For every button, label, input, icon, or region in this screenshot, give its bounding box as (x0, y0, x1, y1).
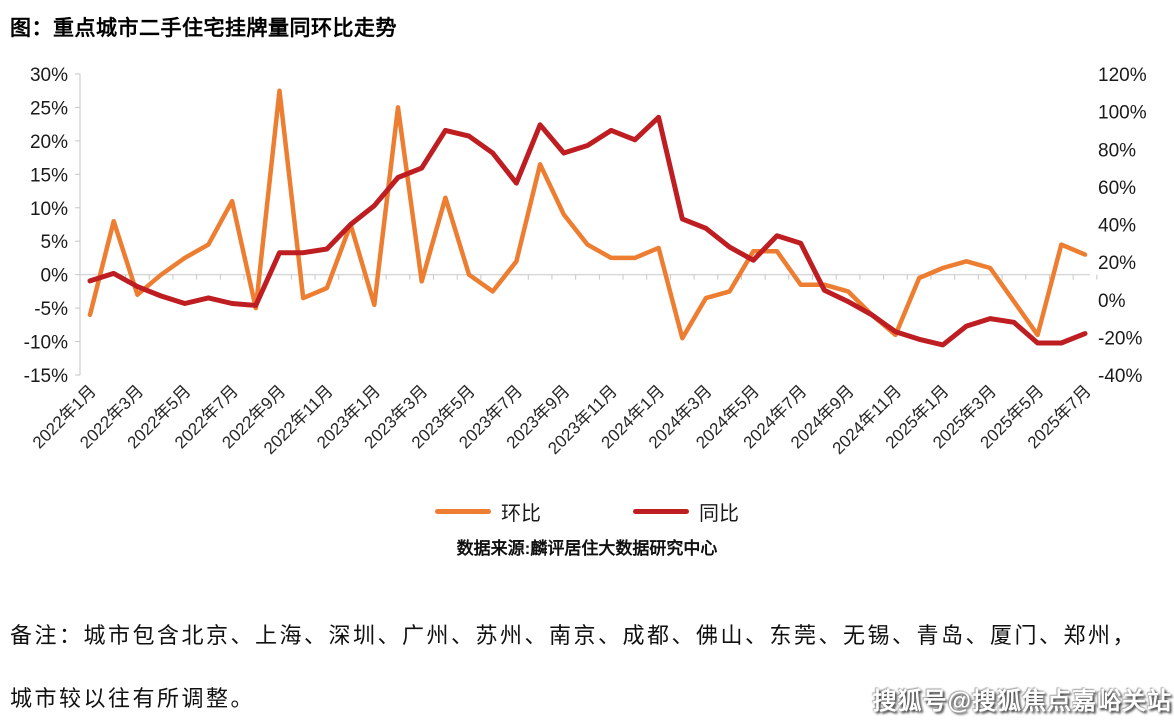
series-line-mom (87, 88, 1088, 341)
chart-legend: 环比 同比 (0, 497, 1174, 526)
y-left-tick-label: 0% (41, 266, 69, 287)
zero-gridline (80, 273, 1098, 280)
line-chart: 30% 25% 20% 15% 10% 5% 0% -5% -10% -15% 120% 100% 80… (24, 65, 1147, 458)
y-right-tick-label: 100% (1098, 103, 1147, 124)
x-axis: 2022年1月2022年3月2022年5月2022年7月2022年9月2022年… (29, 381, 1095, 458)
series-lines (87, 88, 1088, 348)
y-right-tick-label: 60% (1098, 178, 1136, 199)
legend-swatch-mom (435, 509, 491, 514)
y-right-tick-label: -40% (1098, 366, 1142, 387)
legend-item-mom: 环比 (435, 497, 541, 526)
chart-title: 图：重点城市二手住宅挂牌量同环比走势 (10, 17, 397, 40)
watermark: 搜狐号@搜狐焦点嘉峪关站 (872, 688, 1172, 715)
y-right-tick-label: -20% (1098, 328, 1142, 349)
y-left-tick-label: 15% (30, 165, 68, 186)
data-source-note: 数据来源:麟评居住大数据研究中心 (456, 539, 718, 558)
y-left-tick-label: 25% (30, 98, 68, 119)
y-left-tick-label: 30% (30, 65, 68, 86)
y-left-tick-label: -10% (24, 333, 68, 354)
y-left-tick-label: -15% (24, 366, 68, 387)
y-left-tick-label: 10% (30, 199, 68, 220)
legend-label-mom: 环比 (501, 503, 541, 525)
y-axis-right: 120% 100% 80% 60% 40% 20% 0% -20% -40% (1098, 65, 1147, 387)
legend-swatch-yoy (633, 509, 689, 514)
y-right-tick-label: 40% (1098, 216, 1136, 237)
y-left-tick-label: -5% (34, 299, 68, 320)
y-right-tick-label: 80% (1098, 140, 1136, 161)
y-right-tick-label: 0% (1098, 291, 1126, 312)
y-left-tick-label: 20% (30, 132, 68, 153)
legend-label-yoy: 同比 (699, 503, 739, 525)
footnote-line-2: 城市较以往有所调整。 (10, 686, 256, 711)
y-axis-left: 30% 25% 20% 15% 10% 5% 0% -5% -10% -15% (24, 65, 81, 387)
legend-item-yoy: 同比 (633, 497, 739, 526)
y-left-tick-label: 5% (41, 232, 69, 253)
y-right-tick-label: 120% (1098, 65, 1147, 86)
series-line-yoy (87, 114, 1088, 348)
footnote-line-1: 备注：城市包含北京、上海、深圳、广州、苏州、南京、成都、佛山、东莞、无锡、青岛、… (10, 623, 1138, 648)
y-right-tick-label: 20% (1098, 253, 1136, 274)
